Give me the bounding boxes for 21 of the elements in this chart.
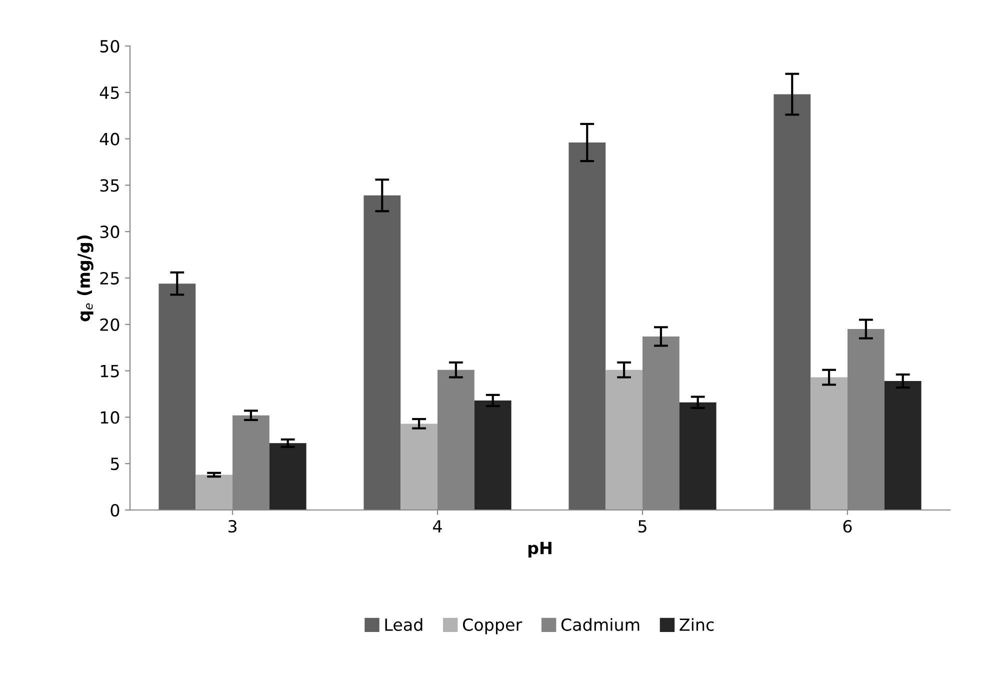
x-axis-title: pH	[528, 542, 552, 558]
y-tick-label: 40	[100, 132, 120, 146]
y-tick-label: 25	[100, 272, 119, 285]
legend-label: Zinc	[680, 618, 714, 631]
legend-label: Copper	[462, 618, 522, 634]
y-tick-label: 35	[100, 179, 119, 192]
x-tick-label: 3	[228, 520, 236, 533]
legend-label: Lead	[385, 618, 422, 631]
y-tick-label: 20	[100, 318, 120, 331]
y-tick-label: 45	[100, 86, 119, 99]
y-axis-title: q$_{e}$ (mg/g)	[77, 235, 94, 322]
legend-label: Cadmium	[561, 618, 640, 631]
y-tick-label: 30	[100, 226, 120, 238]
x-tick-label: 5	[638, 520, 646, 533]
y-tick-label: 0	[110, 504, 120, 517]
y-tick-label: 50	[100, 40, 120, 53]
x-tick-label: 6	[843, 520, 852, 533]
y-tick-label: 10	[100, 411, 120, 424]
x-tick-label: 4	[433, 520, 442, 532]
y-tick-label: 15	[100, 364, 119, 378]
y-tick-label: 5	[110, 458, 119, 470]
